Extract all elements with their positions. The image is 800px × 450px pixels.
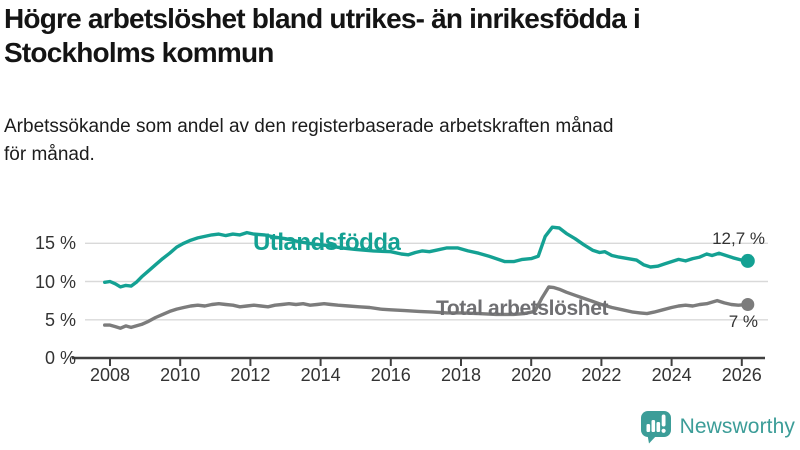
newsworthy-logo-text: Newsworthy — [679, 415, 795, 438]
end-value-label-utlandsfodda: 12,7 % — [712, 229, 765, 248]
newsworthy-logo-icon — [640, 411, 671, 444]
series-lines — [102, 225, 750, 330]
x-axis-tick-label: 2024 — [651, 365, 692, 385]
gridlines — [85, 242, 768, 321]
series-end-dot-utlandsfodda — [740, 253, 755, 268]
end-value-label-total: 7 % — [728, 312, 758, 331]
page-title: Högre arbetslöshet bland utrikes- än inr… — [4, 2, 796, 70]
series-line-total — [102, 285, 750, 330]
x-axis-tick-label: 2026 — [721, 365, 762, 385]
title-line-2: Stockholms kommun — [4, 37, 274, 68]
newsworthy-logo: Newsworthy — [640, 409, 795, 445]
x-axis-tick-label: 2014 — [300, 365, 341, 385]
title-line-1: Högre arbetslöshet bland utrikes- än inr… — [4, 3, 641, 34]
series-line-utlandsfodda — [102, 225, 750, 289]
x-axis-tick-label: 2018 — [440, 365, 482, 385]
y-axis-tick-label: 0 % — [44, 348, 76, 368]
series-end-dots — [740, 253, 755, 311]
series-label-total-arbetsloshet: Total arbetslöshet — [436, 297, 609, 320]
y-axis-tick-label: 10 % — [34, 271, 76, 292]
x-axis-tick-label: 2020 — [511, 365, 552, 385]
x-axis-tick-label: 2008 — [89, 365, 131, 385]
x-axis-tick-label: 2010 — [160, 365, 201, 385]
y-axis-tick-label: 15 % — [34, 233, 76, 254]
series-end-dot-total — [741, 298, 755, 311]
x-ticks — [109, 358, 743, 366]
subtitle-line-2: för månad. — [4, 144, 95, 165]
series-label-utlandsfodda: Utlandsfödda — [253, 229, 401, 256]
chart-subtitle: Arbetssökande som andel av den registerb… — [4, 113, 784, 169]
x-axis-tick-label: 2016 — [370, 365, 411, 385]
y-axis-tick-label: 5 % — [44, 309, 76, 330]
x-axis-tick-label: 2022 — [581, 365, 622, 385]
subtitle-line-1: Arbetssökande som andel av den registerb… — [4, 116, 614, 137]
x-axis-tick-label: 2012 — [230, 365, 271, 385]
